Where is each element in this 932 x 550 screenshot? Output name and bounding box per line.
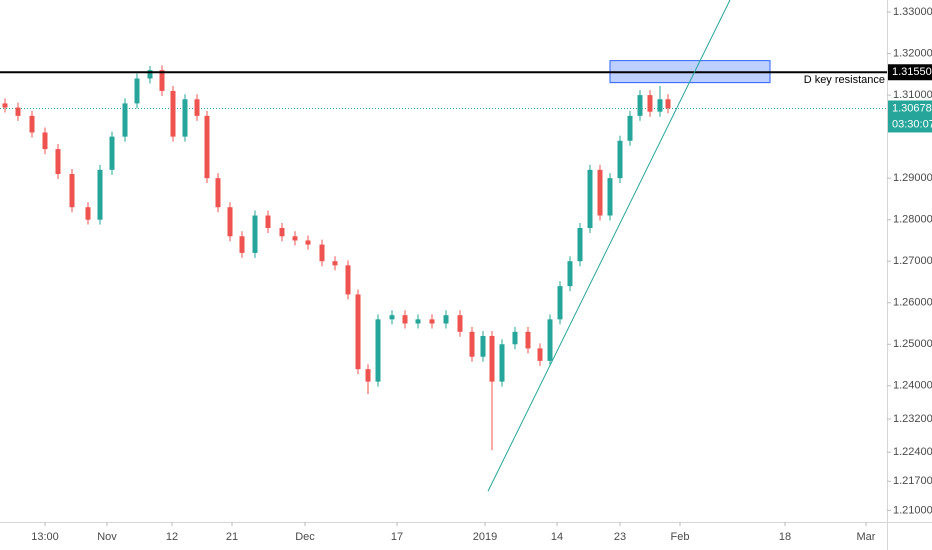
- candle-body: [159, 70, 165, 91]
- candle-body: [239, 236, 245, 253]
- candle-body: [265, 215, 271, 228]
- candle-body: [457, 315, 463, 332]
- candle-body: [597, 169, 603, 216]
- y-tick-label: 1.21700: [893, 475, 932, 487]
- candle-body: [665, 99, 671, 109]
- candle-body: [355, 294, 361, 370]
- candle-body: [122, 103, 128, 137]
- candle-body: [292, 236, 298, 241]
- y-tick-label: 1.26000: [893, 297, 932, 309]
- axes: 1.33000 1.32000 1.31000 1.29000 1.28000 1.270…: [31, 6, 932, 543]
- candle-body: [204, 115, 210, 179]
- y-tick-label: 1.29000: [893, 172, 932, 184]
- x-tick-label: Feb: [671, 531, 690, 543]
- x-tick-label: 17: [391, 531, 403, 543]
- current-price-badge: [888, 100, 932, 133]
- x-tick-label: 21: [226, 531, 238, 543]
- x-tick-label: 14: [551, 531, 563, 543]
- plot-area: [0, 0, 887, 492]
- candle-body: [402, 315, 408, 324]
- candle-body: [109, 136, 115, 170]
- candle-body: [489, 335, 495, 382]
- y-tick-label: 1.32000: [893, 47, 932, 59]
- candle-body: [627, 115, 633, 141]
- candle-body: [389, 315, 395, 320]
- candle-body: [525, 331, 531, 349]
- candle-body: [365, 369, 371, 382]
- candle-body: [194, 99, 200, 116]
- y-tick-label: 1.31000: [893, 89, 932, 101]
- candle-body: [547, 319, 553, 361]
- y-tick-label: 1.25000: [893, 338, 932, 350]
- candle-body: [170, 90, 176, 137]
- candle-body: [55, 149, 61, 174]
- candle-body: [227, 207, 233, 237]
- y-tick-label: 1.27000: [893, 255, 932, 267]
- candle-body: [345, 265, 351, 295]
- candle-body: [429, 319, 435, 324]
- candle-body: [557, 286, 563, 320]
- x-tick-label: 13:00: [31, 531, 59, 543]
- x-tick-label: Mar: [857, 531, 876, 543]
- candle-body: [480, 335, 486, 357]
- candle-body: [319, 244, 325, 262]
- candle-body: [647, 95, 653, 112]
- y-tick-label: 1.21000: [893, 504, 932, 516]
- candle-body: [499, 344, 505, 382]
- candle-body: [512, 331, 518, 345]
- y-tick-label: 1.23200: [893, 413, 932, 425]
- candle-body: [537, 348, 543, 361]
- candle-body: [279, 227, 285, 237]
- candle-body: [97, 169, 103, 220]
- countdown-label: 03:30:07: [892, 118, 932, 130]
- resistance-text: D key resistance: [804, 74, 885, 86]
- candle-body: [469, 331, 475, 357]
- candle-body: [607, 178, 613, 216]
- resistance-badge-label: 1.31550: [892, 66, 932, 78]
- candle-body: [29, 115, 35, 133]
- y-tick-label: 1.33000: [893, 6, 932, 18]
- candle-body: [305, 240, 311, 245]
- x-tick-label: 23: [614, 531, 626, 543]
- candle-body: [215, 178, 221, 208]
- candle-body: [147, 70, 153, 79]
- candle-body: [415, 319, 421, 324]
- y-tick-label: 1.28000: [893, 214, 932, 226]
- candle-body: [587, 169, 593, 228]
- candle-body: [332, 261, 338, 266]
- x-tick-label: 18: [779, 531, 791, 543]
- candle-body: [443, 315, 449, 324]
- resistance-badge: [888, 64, 932, 81]
- candle-body: [182, 99, 188, 137]
- candle-body: [134, 78, 140, 104]
- y-tick-label: 1.22400: [893, 446, 932, 458]
- candle-body: [567, 261, 573, 287]
- candle-body: [2, 103, 8, 108]
- x-tick-label: 2019: [473, 531, 497, 543]
- candle-body: [657, 99, 663, 112]
- trendline: [487, 0, 731, 492]
- y-tick-label: 1.24000: [893, 380, 932, 392]
- candle-body: [42, 132, 48, 150]
- candle-body: [375, 319, 381, 382]
- candle-body: [15, 107, 21, 116]
- candle-body: [617, 140, 623, 179]
- candle-body: [252, 215, 258, 253]
- candle-body: [637, 95, 643, 116]
- candle-body: [85, 207, 91, 220]
- x-tick-label: Dec: [295, 531, 315, 543]
- candle-body: [577, 227, 583, 262]
- candle-body: [69, 174, 75, 208]
- x-tick-label: Nov: [97, 531, 117, 543]
- x-tick-label: 12: [166, 531, 178, 543]
- current-price-label: 1.30678: [892, 102, 932, 114]
